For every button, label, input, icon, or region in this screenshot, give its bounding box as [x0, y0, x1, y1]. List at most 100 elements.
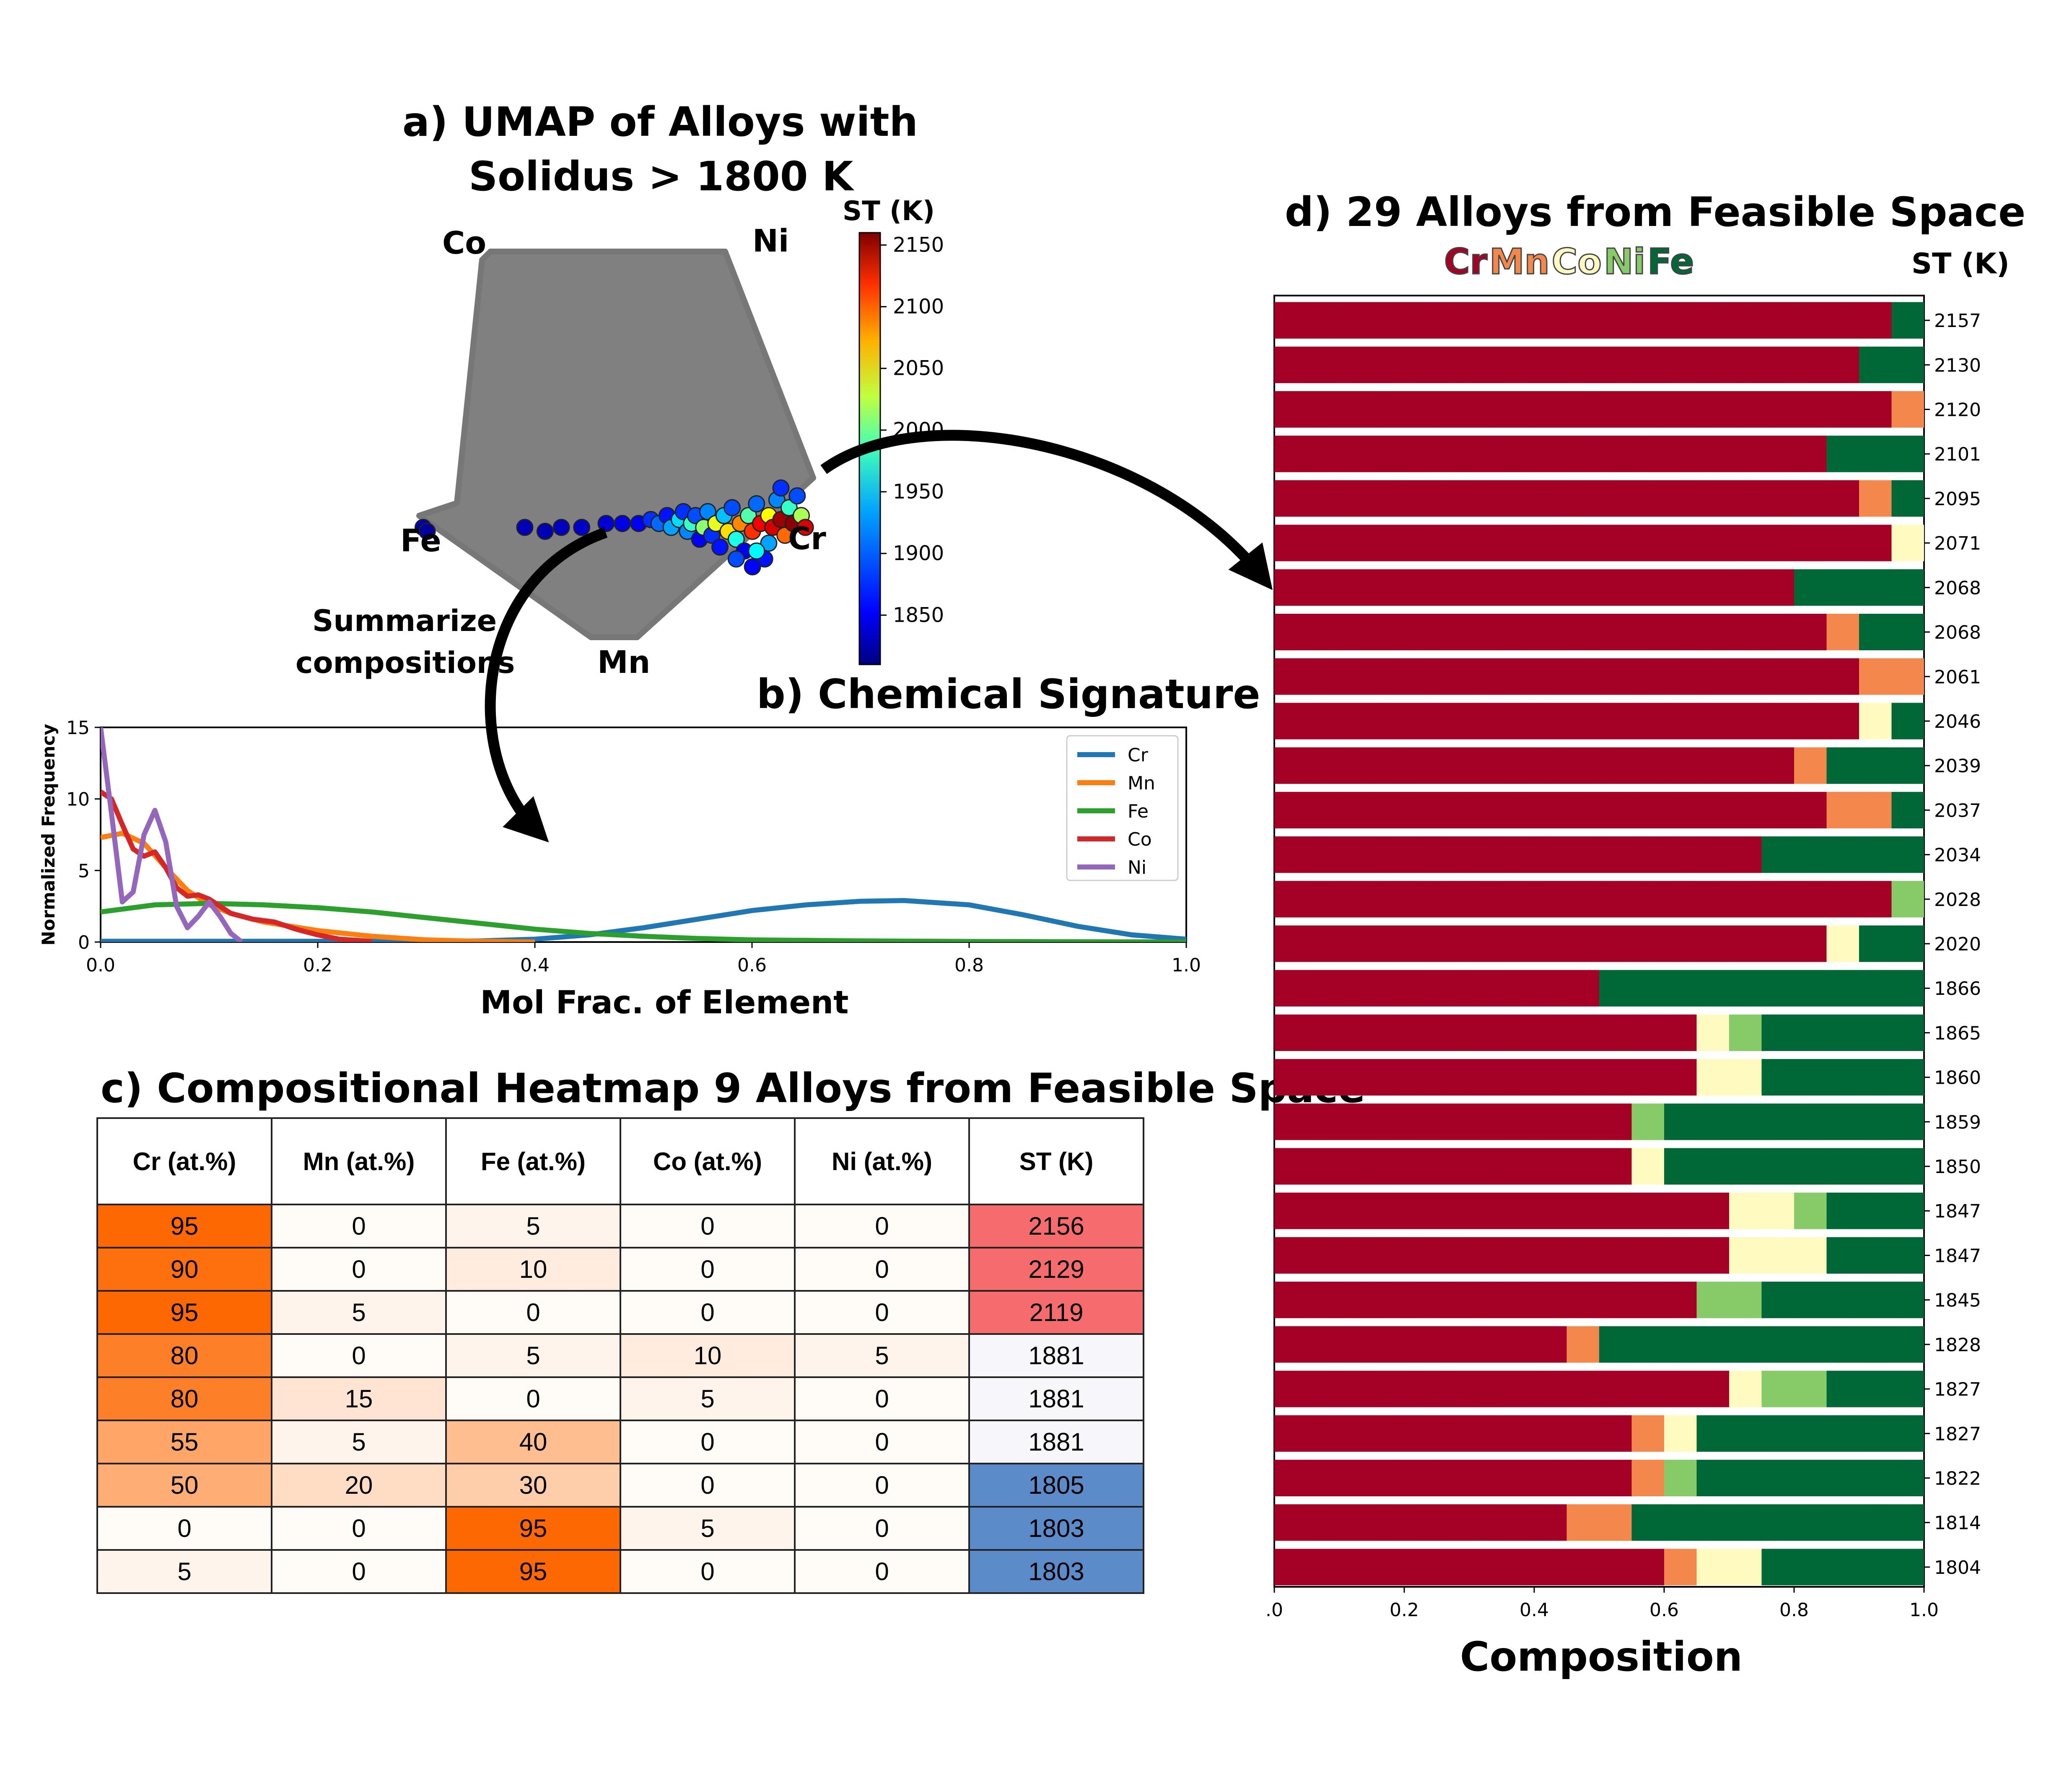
heatmap-composition-cell: 50 [96, 1463, 272, 1508]
bar-segment-co [1859, 703, 1892, 740]
bar-segment-fe [1761, 1282, 1924, 1319]
bar-segment-fe [1599, 970, 1924, 1007]
bar-segment-cr [1274, 970, 1599, 1007]
umap-plot [414, 249, 816, 640]
bar-segment-co [1729, 1370, 1762, 1407]
bar-segment-fe [1826, 436, 1924, 472]
bar-segment-fe [1664, 1103, 1924, 1140]
heatmap-composition-cell: 0 [794, 1506, 970, 1551]
heatmap-st-cell: 1881 [968, 1376, 1144, 1421]
bar-segment-cr [1274, 836, 1762, 873]
bar-st-label: 1859 [1934, 1112, 1981, 1133]
umap-point [724, 499, 741, 517]
heatmap-composition-cell: 55 [96, 1420, 272, 1464]
heatmap-row: 5 0 95 0 0 1803 [96, 1549, 1144, 1594]
umap-point [739, 507, 757, 524]
signature-x-axis-label: Mol Frac. of Element [480, 984, 849, 1021]
bar-segment-cr [1274, 1014, 1697, 1051]
heatmap-composition-cell: 0 [794, 1376, 970, 1421]
umap-points [414, 479, 814, 576]
bar-segment-cr [1274, 569, 1794, 606]
bar-segment-cr [1274, 1148, 1632, 1185]
heatmap-composition-cell: 5 [271, 1420, 447, 1464]
heatmap-composition-cell: 80 [96, 1376, 272, 1421]
bar-x-tick-label: 1.0 [1909, 1599, 1939, 1621]
colorbar-title: ST (K) [843, 196, 935, 227]
bar-segment-fe [1761, 1059, 1924, 1096]
heatmap-composition-cell: 40 [445, 1420, 621, 1464]
umap-point [780, 499, 798, 517]
heatmap-composition-cell: 0 [445, 1376, 621, 1421]
heatmap-row: 80 15 0 5 0 1881 [96, 1376, 1144, 1421]
bar-segment-mn [1859, 658, 1924, 695]
bar-segment-fe [1696, 1415, 1924, 1452]
header-st: ST (K) [968, 1117, 1144, 1205]
bar-st-label: 2157 [1934, 310, 1981, 332]
signature-x-tick-label: 0.8 [954, 955, 984, 976]
bar-st-label: 1827 [1934, 1379, 1981, 1400]
bar-segment-co [1664, 1415, 1697, 1452]
bar-segment-co [1696, 1014, 1729, 1051]
st-column-header: ST (K) [1911, 247, 2010, 280]
heatmap-composition-cell: 0 [96, 1506, 272, 1551]
colorbar-tick-label: 2050 [893, 357, 944, 380]
vertex-label-cr: Cr [788, 521, 826, 557]
heatmap-composition-cell: 95 [445, 1549, 621, 1594]
colorbar-tick-label: 1850 [893, 603, 944, 627]
heatmap-composition-cell: 0 [620, 1463, 796, 1508]
bar-segment-fe [1761, 836, 1924, 873]
heatmap-composition-cell: 30 [445, 1463, 621, 1508]
bar-segment-mn [1566, 1504, 1632, 1541]
bar-segment-cr [1274, 1370, 1729, 1407]
legend-label-co: Co [1128, 829, 1152, 850]
bar-x-axis-label: Composition [1460, 1633, 1743, 1680]
bar-segment-fe [1891, 480, 1924, 517]
panel-b-title: b) Chemical Signature [757, 671, 1260, 718]
heatmap-st-cell: 2119 [968, 1290, 1144, 1335]
bar-st-label: 1822 [1934, 1468, 1981, 1489]
heatmap-composition-cell: 5 [794, 1333, 970, 1378]
bar-segment-cr [1274, 1237, 1729, 1274]
chemical-signature-plot: 0.0 0.2 0.4 0.6 0.8 1.0 0 5 10 15 Mol Frac. of Ele… [38, 717, 1201, 1021]
heatmap-composition-cell: 0 [271, 1333, 447, 1378]
heatmap-row: 95 5 0 0 0 2119 [96, 1290, 1144, 1335]
signature-line-cr [101, 898, 1186, 942]
panel-a-annotation-line1: Summarize [312, 604, 497, 638]
legend-co: Co [1551, 241, 1602, 283]
umap-point [727, 530, 745, 548]
bar-segment-fe [1761, 1549, 1924, 1586]
signature-y-axis-label: Normalized Frequency [38, 724, 59, 945]
heatmap-st-cell: 1805 [968, 1463, 1144, 1508]
bar-segment-ni [1696, 1282, 1762, 1319]
umap-point [516, 519, 534, 536]
umap-point [699, 503, 716, 520]
bar-segment-fe [1794, 569, 1924, 606]
bar-segment-co [1696, 1059, 1762, 1096]
legend-label-fe: Fe [1128, 801, 1149, 822]
panel-a-annotation-line2: compositions [296, 646, 515, 680]
heatmap-composition-cell: 0 [620, 1290, 796, 1335]
bar-segment-cr [1274, 524, 1892, 561]
heatmap-composition-cell: 5 [445, 1333, 621, 1378]
bar-segment-ni [1631, 1103, 1664, 1140]
bar-segment-cr [1274, 614, 1827, 651]
bar-st-label: 2095 [1934, 488, 1981, 510]
bar-segment-mn [1891, 391, 1924, 428]
bar-st-label: 2101 [1934, 444, 1981, 465]
element-legend: Cr Mn Co Ni Fe [1443, 241, 1694, 283]
bar-st-label: 1847 [1934, 1201, 1981, 1222]
heatmap-composition-cell: 0 [620, 1420, 796, 1464]
bar-segment-cr [1274, 703, 1859, 740]
signature-x-tick-label: 0.0 [86, 955, 115, 976]
vertex-label-ni: Ni [752, 223, 789, 259]
heatmap-composition-cell: 95 [96, 1290, 272, 1335]
heatmap-composition-cell: 0 [445, 1290, 621, 1335]
bar-segment-fe [1631, 1504, 1924, 1541]
bar-segment-mn [1826, 792, 1892, 828]
bar-st-label: 2037 [1934, 800, 1981, 821]
bar-segment-co [1826, 925, 1859, 962]
signature-x-tick-label: 1.0 [1172, 955, 1201, 976]
arrow-umap-to-alloys [820, 430, 1273, 590]
bar-st-label: 2028 [1934, 889, 1981, 911]
header-cr: Cr (at.%) [96, 1117, 272, 1205]
